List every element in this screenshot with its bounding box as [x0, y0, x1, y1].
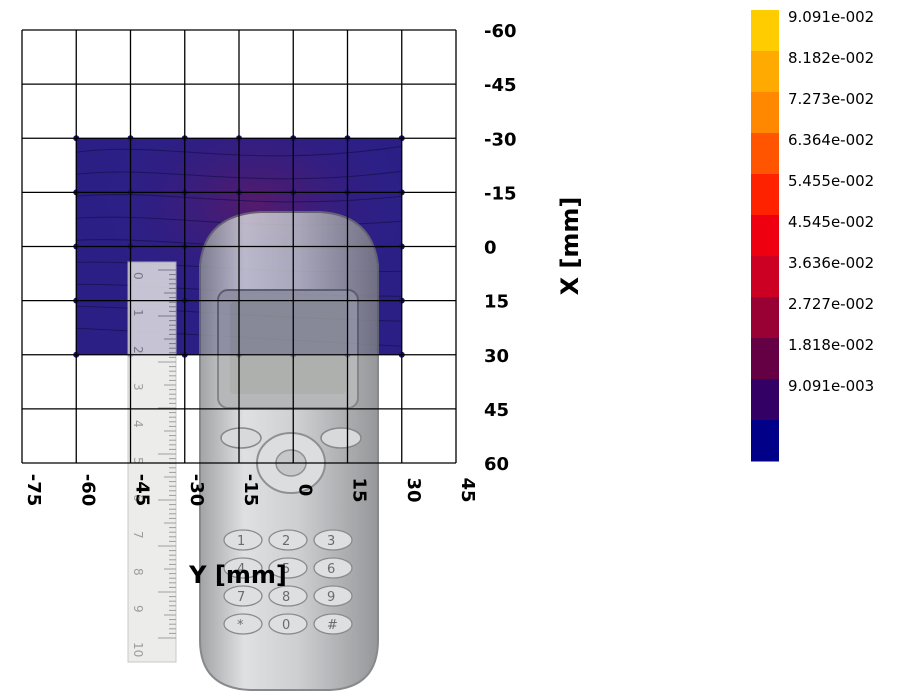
y-tick-label: -30: [484, 129, 517, 150]
y-tick-label: -45: [484, 75, 517, 96]
colorbar-label: 1.818e-002: [788, 336, 874, 354]
keypad-key: [313, 529, 353, 551]
ruler-number: 9: [131, 605, 145, 613]
x-tick-label: 15: [349, 477, 370, 502]
ruler-ticks: [158, 269, 176, 639]
keypad-key: [223, 613, 263, 635]
ruler-number: 1: [131, 309, 145, 317]
y-tick-labels: -60 -45 -30 -15 0 15 30 45 60: [484, 21, 517, 475]
colorbar: [751, 10, 779, 462]
keypad-key: [268, 529, 308, 551]
y-tick-label: 45: [484, 400, 509, 421]
colorbar-label: 9.091e-003: [788, 377, 874, 395]
y-tick-label: 0: [484, 238, 497, 259]
x-tick-label: -60: [77, 474, 98, 507]
ruler-number: 10: [131, 642, 145, 657]
keypad-key: [223, 529, 263, 551]
phone-overlay: 1 2 3 4 5 6 7 8 9 * 0 # 0 1 2 3 4 5 6 7 8 9 10: [127, 211, 379, 691]
ruler-number: 3: [131, 383, 145, 391]
colorbar-label: 7.273e-002: [788, 90, 874, 108]
keypad-key: [313, 557, 353, 579]
y-tick-label: -15: [484, 183, 517, 204]
keypad-key: [313, 585, 353, 607]
keypad-key-label: 8: [282, 590, 290, 605]
colorbar-label: 3.636e-002: [788, 254, 874, 272]
keypad-key: [268, 557, 308, 579]
colorbar-label: 8.182e-002: [788, 49, 874, 67]
x-tick-label: -15: [240, 474, 261, 507]
keypad-key: [223, 557, 263, 579]
keypad-key-label: 2: [282, 534, 290, 549]
colorbar-label: 5.455e-002: [788, 172, 874, 190]
contour-line: [76, 194, 402, 203]
ruler-number: 5: [131, 457, 145, 465]
x-tick-label: 0: [294, 484, 315, 497]
x-axis-title: Y [mm]: [188, 561, 287, 589]
softkey-left: [220, 427, 262, 449]
ruler: [127, 261, 177, 663]
colorbar-segment: [751, 379, 779, 421]
y-tick-label: 30: [484, 346, 509, 367]
ruler-numbers: 0 1 2 3 4 5 6 7 8 9 10: [131, 272, 145, 657]
colorbar-segment: [751, 420, 779, 462]
keypad-key-label: 1: [237, 534, 245, 549]
x-tick-label: -45: [132, 474, 153, 507]
colorbar-segment: [751, 174, 779, 216]
ruler-number: 4: [131, 420, 145, 428]
keypad-key-label: 6: [327, 562, 335, 577]
keypad-key-label: #: [327, 618, 338, 633]
colorbar-label: 6.364e-002: [788, 131, 874, 149]
keypad: 1 2 3 4 5 6 7 8 9 * 0 #: [223, 529, 353, 635]
keypad-key: [268, 585, 308, 607]
colorbar-segment: [751, 215, 779, 257]
colorbar-label: 2.727e-002: [788, 295, 874, 313]
colorbar-segment: [751, 51, 779, 93]
keypad-key-label: 5: [282, 562, 290, 577]
contour-line: [76, 145, 402, 157]
colorbar-segment: [751, 10, 779, 52]
x-tick-label: 30: [403, 477, 424, 502]
phone-screen-inner: [230, 302, 346, 394]
ruler-number: 2: [131, 346, 145, 354]
keypad-key-label: 7: [237, 590, 245, 605]
colorbar-segment: [751, 256, 779, 298]
keypad-key-label: 9: [327, 590, 335, 605]
x-tick-label: -75: [23, 474, 44, 507]
ruler-number: 8: [131, 568, 145, 576]
keypad-key-label: 4: [237, 562, 245, 577]
keypad-key: [223, 585, 263, 607]
keypad-key-label: *: [237, 618, 244, 633]
colorbar-segment: [751, 297, 779, 339]
softkey-right: [320, 427, 362, 449]
x-tick-label: -30: [186, 474, 207, 507]
y-tick-label: 15: [484, 292, 509, 313]
x-tick-label: 45: [457, 477, 478, 502]
contour-line: [76, 170, 402, 180]
keypad-key-label: 0: [282, 618, 290, 633]
x-tick-labels: -75 -60 -45 -30 -15 0 15 30 45: [23, 474, 478, 507]
y-tick-label: 60: [484, 454, 509, 475]
ruler-number: 0: [131, 272, 145, 280]
colorbar-label: 4.545e-002: [788, 213, 874, 231]
y-axis-title: X [mm]: [556, 197, 584, 296]
keypad-key: [313, 613, 353, 635]
keypad-key: [268, 613, 308, 635]
y-tick-label: -60: [484, 21, 517, 42]
colorbar-segment: [751, 92, 779, 134]
colorbar-labels: 9.091e-002 8.182e-002 7.273e-002 6.364e-002…: [788, 8, 874, 395]
ruler-number: 6: [131, 494, 145, 502]
grid: [21, 29, 457, 464]
colorbar-segment: [751, 133, 779, 175]
colorbar-label: 9.091e-002: [788, 8, 874, 26]
colorbar-segment: [751, 338, 779, 380]
ruler-number: 7: [131, 531, 145, 539]
keypad-key-label: 3: [327, 534, 335, 549]
